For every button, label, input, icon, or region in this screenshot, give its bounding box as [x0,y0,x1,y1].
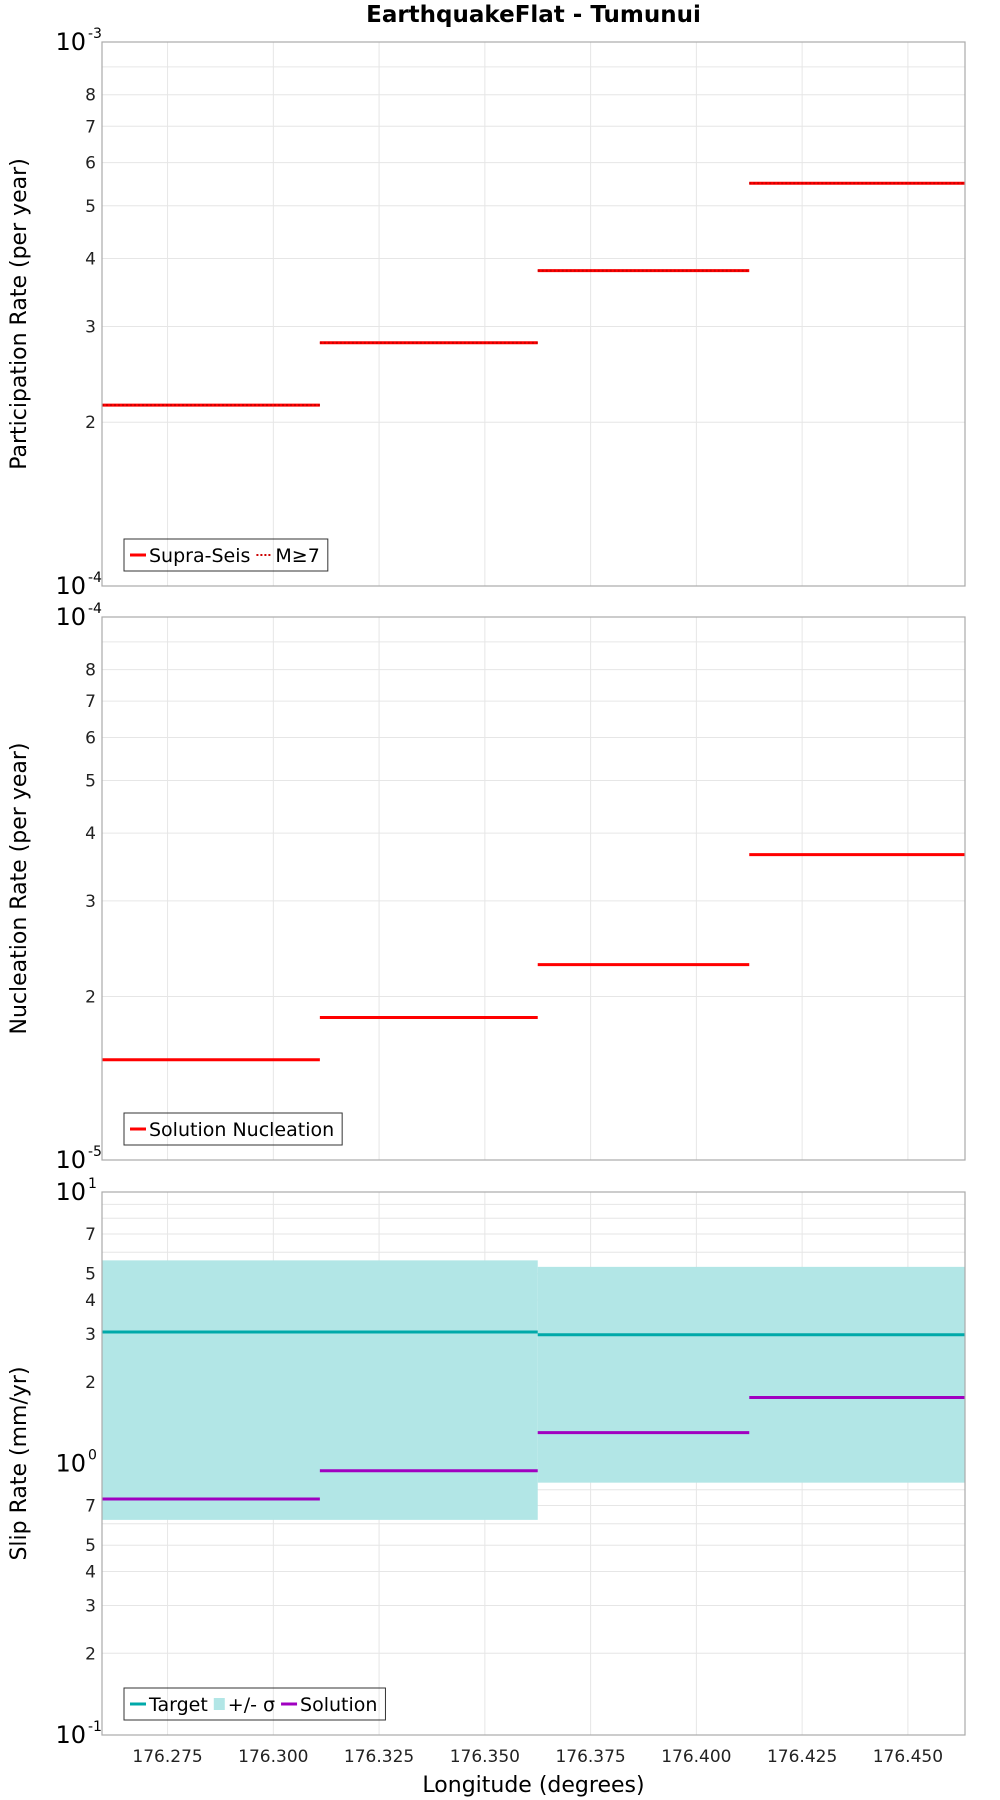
y-major-base: 10 [55,1178,86,1206]
y-major-exponent: 1 [88,1176,97,1192]
x-tick-label: 176.275 [132,1747,202,1767]
y-tick-label: 7 [85,1225,96,1245]
y-major-label: 10 [55,1450,86,1478]
x-tick-label: 176.350 [450,1747,520,1767]
legend-swatch-band [213,1698,225,1710]
y-tick-label: 3 [85,1596,96,1616]
y-major-base: 10 [55,1450,86,1478]
y-tick-label: 4 [85,249,96,269]
legend-label: Solution Nucleation [149,1119,334,1141]
y-axis-label: Nucleation Rate (per year) [7,743,32,1035]
y-tick-label: 7 [85,117,96,137]
y-tick-label: 5 [85,197,96,217]
y-major-exponent: -5 [88,1144,102,1160]
x-tick-label: 176.450 [873,1747,943,1767]
legend-box [123,1687,386,1721]
y-major-label: 10 [55,572,86,600]
plot-border [101,616,966,1161]
y-major-exponent: -1 [88,1719,102,1735]
x-tick-label: 176.300 [238,1747,308,1767]
y-tick-label: 2 [85,413,96,433]
y-tick-label: 5 [85,1265,96,1285]
y-major-base: 10 [55,1146,86,1174]
x-tick-label: 176.400 [661,1747,731,1767]
plot-area [102,617,965,1160]
y-tick-label: 2 [85,988,96,1008]
y-major-exponent: -4 [88,570,102,586]
y-tick-label: 6 [85,154,96,174]
y-tick-label: 5 [85,771,96,791]
y-major-base: 10 [55,572,86,600]
y-major-label: 10 [55,1178,86,1206]
legend-box [123,1112,343,1146]
y-axis-label: Slip Rate (mm/yr) [7,1366,32,1560]
legend: Solution Nucleation [123,1112,343,1146]
legend-label: Supra-Seis [149,545,250,567]
x-tick-label: 176.325 [344,1747,414,1767]
y-tick-label: 4 [85,1563,96,1583]
y-major-label: 10 [55,28,86,56]
y-axis-label: Participation Rate (per year) [7,158,32,470]
y-tick-label: 4 [85,1291,96,1311]
y-tick-label: 4 [85,824,96,844]
legend-label: +/- σ [228,1694,275,1716]
y-tick-label: 3 [85,892,96,912]
legend-box [123,538,329,572]
x-tick-label: 176.425 [767,1747,837,1767]
y-tick-label: 8 [85,661,96,681]
y-major-exponent: 0 [88,1448,97,1464]
legend-label: Solution [300,1694,377,1716]
legend-label: Target [148,1694,208,1716]
y-tick-label: 7 [85,1497,96,1517]
legend: Target +/- σ Solution [123,1687,386,1721]
x-axis-label: Longitude (degrees) [422,1773,644,1798]
plot-border [101,1191,966,1736]
y-tick-label: 3 [85,1325,96,1345]
x-tick-label: 176.375 [555,1747,625,1767]
y-tick-label: 8 [85,86,96,106]
y-tick-label: 3 [85,317,96,337]
y-major-label: 10 [55,603,86,631]
y-major-exponent: -3 [88,26,102,42]
y-major-base: 10 [55,1721,86,1749]
y-major-base: 10 [55,28,86,56]
legend: Supra-Seis M≥7 [123,538,329,572]
legend-label: M≥7 [275,545,319,567]
plot-area [102,42,965,586]
y-tick-label: 5 [85,1536,96,1556]
y-major-exponent: -4 [88,601,102,617]
y-major-base: 10 [55,603,86,631]
y-major-label: 10 [55,1721,86,1749]
y-tick-label: 6 [85,728,96,748]
y-tick-label: 2 [85,1644,96,1664]
y-tick-label: 7 [85,692,96,712]
y-major-label: 10 [55,1146,86,1174]
sigma-band-rect [102,1260,538,1520]
y-tick-label: 2 [85,1373,96,1393]
plot-border [101,41,966,587]
sigma-band-rect [537,1266,965,1483]
chart-title: EarthquakeFlat - Tumunui [366,2,701,28]
